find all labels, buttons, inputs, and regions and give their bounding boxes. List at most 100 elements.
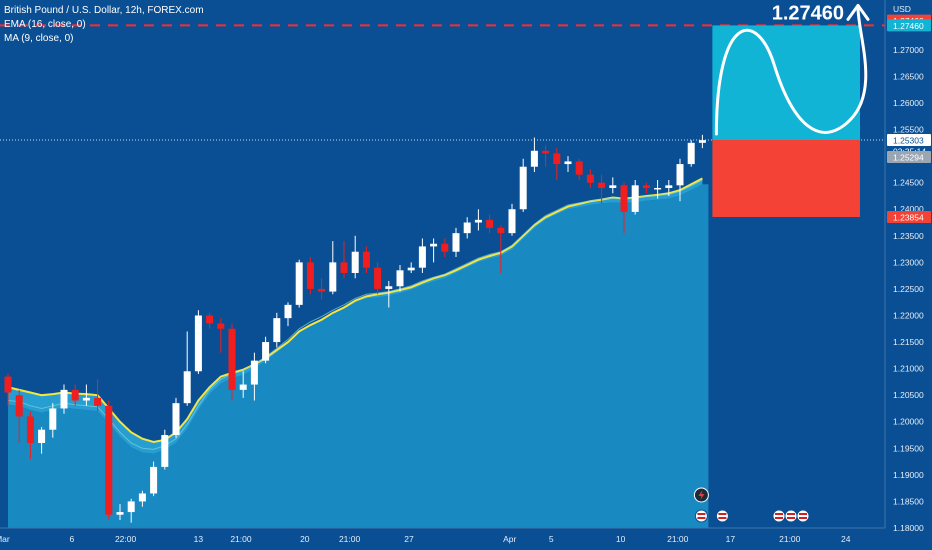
candle — [351, 235, 359, 279]
time-tick-label: 20 — [300, 534, 310, 544]
candle-body — [430, 243, 438, 247]
candle-body — [676, 164, 684, 186]
candle — [687, 140, 695, 167]
us-flag-event-icon-stripe — [697, 513, 706, 515]
lightning-event-icon — [693, 487, 709, 503]
uk-flag-event-icon-stripe — [775, 513, 783, 515]
candle-body — [116, 512, 124, 515]
candle-body — [4, 376, 12, 393]
candle-body — [105, 405, 113, 515]
candle — [441, 238, 449, 258]
stop-price-badge: 1.23854 — [893, 212, 924, 222]
ma-line — [7, 179, 703, 450]
candle — [430, 238, 438, 263]
candle-body — [250, 360, 258, 385]
candle — [519, 158, 527, 212]
candle-body — [228, 328, 236, 390]
time-tick-label: 13 — [194, 534, 204, 544]
candle — [60, 384, 68, 414]
candle — [654, 180, 662, 199]
price-tick-label: 1.18000 — [893, 523, 924, 533]
candle — [609, 177, 617, 194]
price-tick-label: 1.21500 — [893, 337, 924, 347]
candle — [486, 214, 494, 234]
candle — [418, 238, 426, 273]
us-flag-event-icon — [694, 509, 708, 523]
price-tick-label: 1.25500 — [893, 125, 924, 135]
candle-body — [284, 304, 292, 319]
price-tick-label: 1.22500 — [893, 284, 924, 294]
candle-body — [239, 384, 247, 390]
candle-body — [654, 187, 662, 190]
uk-flag-event-icon-2-stripe — [799, 513, 807, 515]
candle — [250, 352, 258, 401]
candle — [340, 241, 348, 279]
candle-body — [687, 142, 695, 165]
prev-close-badge: 1.25294 — [893, 152, 924, 162]
candle-body — [217, 323, 225, 329]
time-tick-label: 27 — [404, 534, 414, 544]
candle-body — [374, 267, 382, 289]
candle-body — [362, 251, 370, 268]
price-tick-label: 1.21000 — [893, 364, 924, 374]
candle-body — [273, 318, 281, 343]
candle-body — [575, 161, 583, 175]
candle-body — [698, 140, 706, 143]
us-flag-event-icon-3-disc — [784, 509, 798, 523]
candle — [620, 182, 628, 234]
candle-body — [620, 185, 628, 212]
candle-body — [49, 408, 57, 430]
candle — [284, 302, 292, 327]
projection-curve — [714, 5, 868, 136]
candle-body — [598, 182, 606, 188]
candle-body — [407, 267, 415, 271]
candle-body — [497, 227, 505, 234]
candle — [508, 203, 516, 236]
lightning-bolt — [698, 490, 705, 500]
prev-close-badge-bg — [887, 150, 931, 163]
candle-body — [329, 262, 337, 292]
candle-body — [194, 315, 202, 372]
candle-body — [82, 397, 90, 401]
time-tick-label: 21:00 — [339, 534, 361, 544]
price-tick-label: 1.19000 — [893, 470, 924, 480]
candle-body — [486, 219, 494, 228]
candle — [273, 312, 281, 348]
candle — [318, 278, 326, 300]
candle — [38, 427, 46, 454]
time-tick-label: 21:00 — [667, 534, 689, 544]
price-tick-label: 1.26000 — [893, 98, 924, 108]
us-flag-event-icon-2-stripe — [718, 517, 727, 519]
candle — [15, 389, 23, 443]
candle — [194, 310, 202, 374]
currency-label: USD — [893, 4, 911, 14]
uk-flag-event-icon — [772, 509, 786, 523]
candle — [530, 137, 538, 173]
candle-body — [542, 150, 550, 154]
candle-body — [642, 185, 650, 188]
candle — [127, 498, 135, 523]
candle-body — [183, 371, 191, 404]
candle-body — [138, 493, 146, 502]
candle-body — [441, 243, 449, 252]
candle-body — [665, 185, 673, 188]
candle — [463, 217, 471, 239]
ema-line — [7, 177, 703, 443]
candle-body — [318, 288, 326, 292]
candle-body — [631, 185, 639, 212]
candle — [396, 265, 404, 292]
candle — [105, 400, 113, 521]
time-tick-label: 17 — [726, 534, 736, 544]
time-tick-label: 6 — [69, 534, 74, 544]
candle — [295, 259, 303, 308]
candle — [575, 158, 583, 181]
candle-body — [553, 153, 561, 165]
candle — [116, 504, 124, 521]
candle-body — [564, 161, 572, 165]
us-flag-event-icon-disc — [694, 509, 708, 523]
candle-body — [60, 389, 68, 409]
profit-zone — [712, 25, 860, 141]
candle-body — [26, 416, 34, 443]
